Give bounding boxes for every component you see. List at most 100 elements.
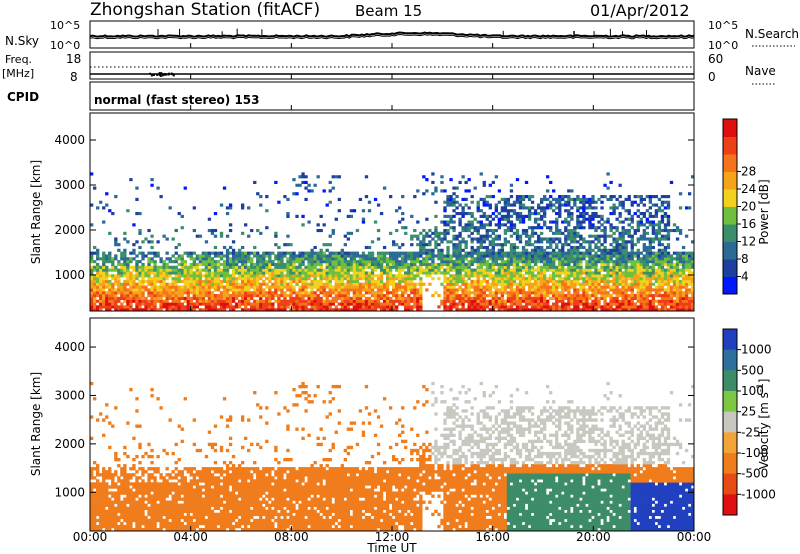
power-cell (114, 240, 118, 244)
freq-tick-bottom: 8 (70, 70, 78, 84)
power-cell (382, 288, 387, 292)
power-cell (642, 294, 646, 298)
power-cell (316, 294, 320, 298)
power-cell (105, 294, 109, 298)
power-cell (361, 209, 366, 213)
power-cell (666, 245, 671, 250)
power-cell (654, 251, 659, 255)
power-cell (244, 254, 248, 258)
power-cell (135, 186, 139, 190)
power-cell (174, 274, 178, 278)
power-cell (564, 228, 568, 233)
power-cell (549, 240, 553, 244)
power-cell (533, 209, 538, 213)
velocity-cell (141, 527, 145, 532)
power-cell (527, 265, 532, 269)
power-cell (506, 260, 511, 264)
power-cell (594, 274, 598, 278)
power-cell (500, 217, 505, 221)
power-cell (579, 226, 583, 230)
power-cell (527, 291, 532, 295)
power-cell (304, 282, 308, 286)
power-cell (660, 302, 665, 306)
power-cell (313, 262, 317, 267)
power-cell (301, 262, 305, 267)
power-cell (228, 279, 233, 284)
power-cell (621, 200, 625, 204)
power-cell (651, 282, 656, 286)
power-cell (600, 274, 604, 278)
power-cell (518, 220, 523, 224)
power-cell (295, 274, 299, 278)
power-cell (189, 285, 193, 289)
power-cell (663, 274, 668, 278)
power-cell (615, 226, 619, 230)
power-cell (449, 217, 453, 221)
velocity-cell (322, 527, 326, 532)
power-cell (277, 277, 281, 281)
power-cell (618, 257, 622, 261)
power-cell (126, 262, 130, 267)
power-cell (129, 302, 133, 306)
power-cell (675, 237, 680, 241)
power-cell (322, 260, 326, 264)
power-cell (461, 277, 465, 281)
power-cell (265, 251, 269, 255)
power-cell (216, 279, 221, 284)
power-cell (630, 257, 634, 261)
power-cell (521, 195, 526, 199)
power-cell (506, 282, 511, 286)
power-cell (138, 299, 142, 303)
power-cell (256, 308, 260, 312)
power-cell (657, 197, 662, 201)
power-cell (247, 274, 251, 278)
power-cell (539, 268, 544, 272)
power-cell (90, 257, 94, 261)
power-cell (681, 308, 686, 312)
power-cell (213, 277, 218, 281)
power-cell (539, 302, 544, 306)
power-cell (210, 265, 215, 269)
power-cell (666, 200, 671, 204)
power-cell (654, 223, 659, 227)
power-cell (591, 299, 595, 303)
power-cell (99, 277, 103, 281)
power-cell (120, 265, 124, 269)
power-cell (379, 302, 384, 306)
power-cell (500, 214, 505, 218)
power-cell (657, 240, 662, 244)
power-cell (346, 299, 351, 303)
power-cell (561, 308, 565, 312)
power-cell (549, 228, 553, 233)
power-cell (168, 282, 172, 286)
power-cell (497, 212, 502, 216)
power-cell (183, 277, 187, 281)
power-cell (90, 277, 94, 281)
power-cell (277, 274, 281, 278)
power-cell (524, 299, 529, 303)
power-cell (515, 265, 520, 269)
power-cell (219, 254, 224, 258)
power-cell (401, 288, 405, 292)
power-cell (186, 305, 190, 309)
power-cell (168, 285, 172, 289)
power-cell (449, 178, 453, 182)
power-cell (355, 265, 360, 269)
power-cell (470, 271, 474, 275)
power-cell (636, 220, 640, 224)
power-cell (198, 291, 203, 295)
power-cell (422, 248, 426, 252)
power-cell (546, 265, 550, 269)
power-cell (497, 274, 502, 278)
power-cell (452, 302, 456, 306)
power-cell (234, 291, 239, 295)
power-cell (180, 302, 184, 306)
power-cell (277, 271, 281, 275)
power-cell (398, 296, 402, 300)
power-cell (482, 183, 486, 187)
power-cell (289, 279, 293, 284)
power-cell (561, 231, 565, 235)
power-cell (612, 254, 616, 258)
power-cell (546, 237, 550, 241)
power-cell (506, 274, 511, 278)
